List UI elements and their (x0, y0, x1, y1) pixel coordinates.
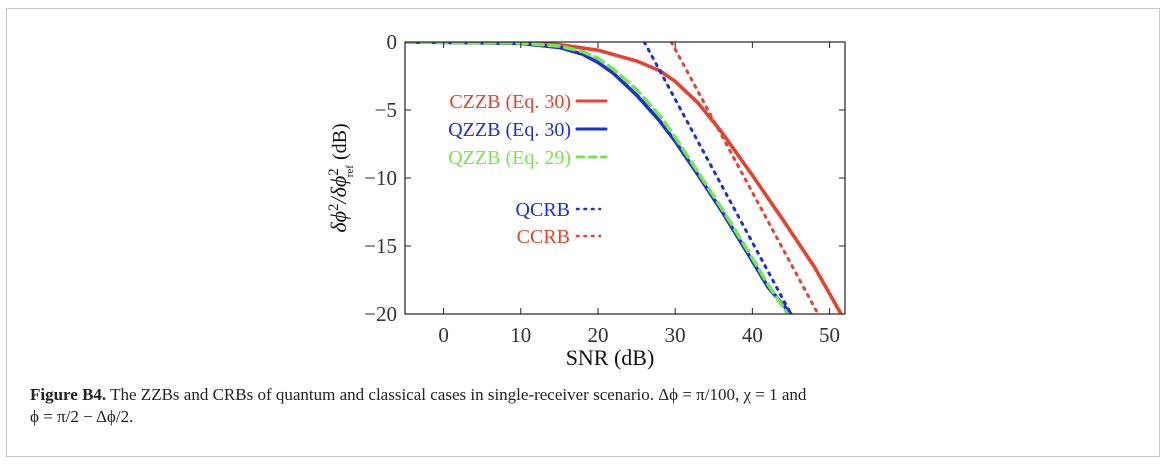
tick-layer: 0 10 20 30 40 50 0 −5 −10 −15 −20 (364, 30, 845, 347)
caption-math-1: Δϕ = π/100, χ = 1 (658, 385, 778, 404)
x-tick-label: 50 (819, 323, 840, 347)
x-tick-label: 40 (742, 323, 763, 347)
figure-caption: Figure B4. The ZZBs and CRBs of quantum … (30, 384, 1130, 428)
legend-label: CCRB (517, 226, 570, 248)
caption-text: The ZZBs and CRBs of quantum and classic… (106, 385, 659, 404)
chart: 0 10 20 30 40 50 0 −5 −10 −15 −20 SNR (dB) δϕ2/δϕ2… (326, 30, 846, 370)
series-line-ccrb (669, 42, 820, 314)
y-tick-label: −20 (364, 302, 397, 326)
y-tick-label: −15 (364, 234, 397, 258)
caption-mid: and (777, 385, 807, 404)
caption-label: Figure B4. (30, 385, 107, 404)
y-axis-title: δϕ2/δϕ2 ref (dB) (326, 123, 356, 232)
caption-math-2: ϕ = π/2 − Δϕ/2. (30, 407, 134, 426)
legend-label: QCRB (516, 199, 570, 221)
x-tick-label: 0 (438, 323, 449, 347)
x-tick-label: 10 (510, 323, 531, 347)
figure-frame (6, 8, 1160, 457)
y-tick-label: 0 (387, 30, 398, 54)
x-axis-title: SNR (dB) (566, 345, 655, 370)
legend-label: CZZB (Eq. 30) (449, 91, 571, 113)
series-line-qcrb (642, 42, 793, 314)
series-line-qzzb-eq-30 (405, 42, 793, 314)
y-tick-label: −5 (375, 98, 397, 122)
x-tick-label: 30 (665, 323, 686, 347)
legend-label: QZZB (Eq. 29) (448, 147, 571, 169)
legend-label: QZZB (Eq. 30) (448, 119, 571, 141)
series-line-qzzb-eq-29 (405, 42, 790, 314)
y-tick-label: −10 (364, 166, 397, 190)
legend: CZZB (Eq. 30) QZZB (Eq. 30) QZZB (Eq. 29) Q… (448, 91, 608, 248)
series-layer (405, 42, 843, 314)
x-tick-label: 20 (587, 323, 608, 347)
